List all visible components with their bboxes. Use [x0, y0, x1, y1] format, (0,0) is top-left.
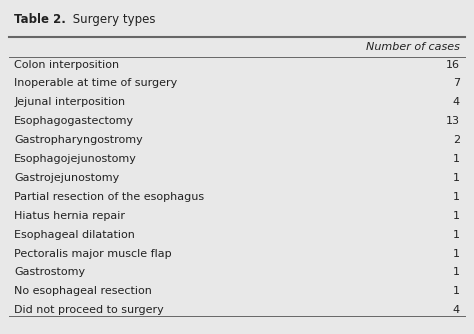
Text: Gastropharyngostromy: Gastropharyngostromy [14, 135, 143, 145]
Text: 1: 1 [453, 211, 460, 221]
Text: Hiatus hernia repair: Hiatus hernia repair [14, 211, 125, 221]
Text: 1: 1 [453, 248, 460, 259]
Text: Gastrojejunostomy: Gastrojejunostomy [14, 173, 119, 183]
Text: Esophagojejunostomy: Esophagojejunostomy [14, 154, 137, 164]
Text: Did not proceed to surgery: Did not proceed to surgery [14, 305, 164, 315]
Text: Pectoralis major muscle flap: Pectoralis major muscle flap [14, 248, 172, 259]
Text: Jejunal interposition: Jejunal interposition [14, 97, 125, 107]
Text: Colon interposition: Colon interposition [14, 59, 119, 69]
Text: Number of cases: Number of cases [366, 42, 460, 52]
Text: 16: 16 [446, 59, 460, 69]
Text: 1: 1 [453, 268, 460, 278]
Text: 1: 1 [453, 192, 460, 202]
Text: Inoperable at time of surgery: Inoperable at time of surgery [14, 78, 177, 89]
Text: 4: 4 [453, 97, 460, 107]
Text: 1: 1 [453, 229, 460, 239]
Text: Esophageal dilatation: Esophageal dilatation [14, 229, 135, 239]
Text: Table 2.: Table 2. [14, 13, 66, 26]
Text: 2: 2 [453, 135, 460, 145]
Text: 1: 1 [453, 154, 460, 164]
Text: Surgery types: Surgery types [69, 13, 155, 26]
Text: 1: 1 [453, 286, 460, 296]
Text: Esophagogastectomy: Esophagogastectomy [14, 116, 134, 126]
Text: No esophageal resection: No esophageal resection [14, 286, 152, 296]
Text: 1: 1 [453, 173, 460, 183]
Text: Partial resection of the esophagus: Partial resection of the esophagus [14, 192, 204, 202]
Text: 7: 7 [453, 78, 460, 89]
Text: 4: 4 [453, 305, 460, 315]
Text: 13: 13 [446, 116, 460, 126]
Text: Gastrostomy: Gastrostomy [14, 268, 85, 278]
